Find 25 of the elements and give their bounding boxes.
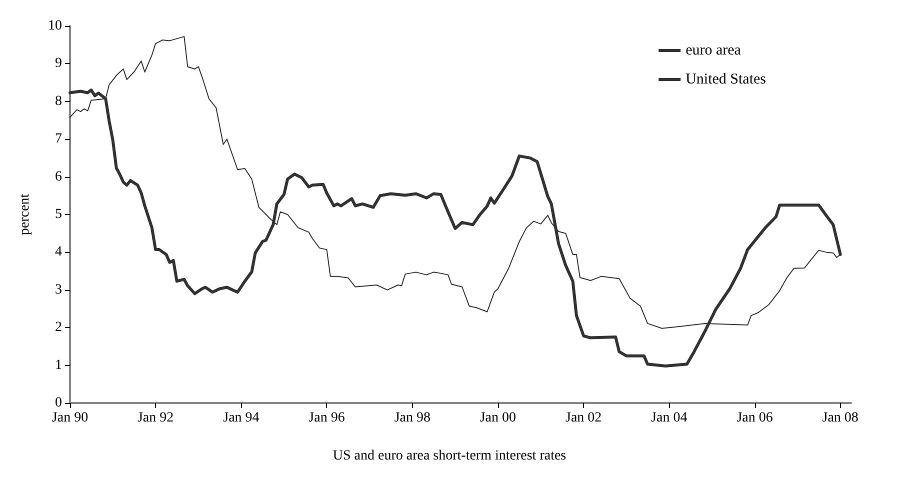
y-tick-label: 6 [55,169,62,184]
y-tick-label: 2 [55,320,62,336]
y-tick-label: 1 [55,358,62,373]
x-tick-label: Jan 02 [566,410,602,426]
x-tick-label: Jan 96 [308,410,345,426]
legend-label: United States [686,72,766,88]
y-axis-title: percent [18,194,32,236]
y-tick-label: 4 [55,244,62,260]
x-tick-label: Jan 90 [52,410,88,426]
legend-label: euro area [686,42,742,58]
y-tick-label: 3 [55,282,62,298]
x-tick-label: Jan 06 [736,410,773,426]
y-tick-label: 7 [55,132,62,147]
x-tick-label: Jan 04 [651,410,688,426]
x-tick-label: Jan 98 [394,410,430,426]
text: US and euro area short-term interest rates [332,448,566,464]
x-tick-label: Jan 94 [223,410,260,426]
y-tick-label: 5 [55,207,62,222]
y-tick-label: 8 [55,94,62,109]
y-tick-label: 10 [48,18,62,34]
y-tick-label: 0 [55,396,62,410]
x-tick-label: Jan 92 [137,410,174,426]
x-tick-label: Jan 00 [480,410,516,426]
x-tick-label: Jan 08 [822,410,858,426]
y-tick-label: 9 [55,56,62,72]
